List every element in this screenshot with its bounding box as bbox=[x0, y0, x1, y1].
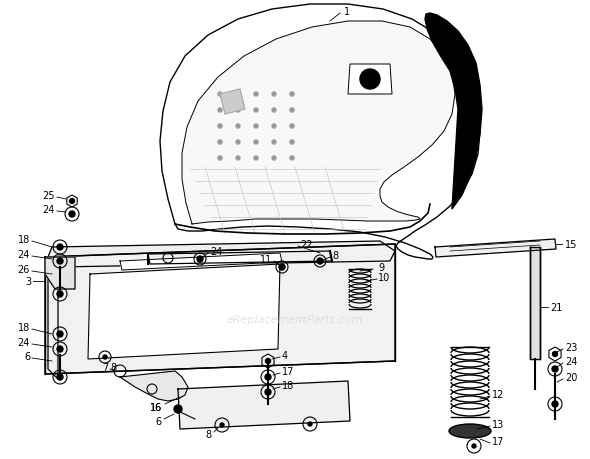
Text: 6: 6 bbox=[156, 416, 162, 426]
Circle shape bbox=[218, 157, 222, 161]
Text: 11: 11 bbox=[260, 254, 272, 264]
Text: 24: 24 bbox=[18, 249, 30, 259]
Circle shape bbox=[236, 157, 240, 161]
Circle shape bbox=[290, 125, 294, 129]
Circle shape bbox=[218, 141, 222, 145]
Polygon shape bbox=[435, 240, 556, 257]
Circle shape bbox=[254, 93, 258, 97]
Polygon shape bbox=[45, 257, 75, 289]
Circle shape bbox=[552, 366, 558, 372]
Circle shape bbox=[272, 141, 276, 145]
Polygon shape bbox=[530, 247, 540, 359]
Polygon shape bbox=[160, 5, 480, 259]
Circle shape bbox=[218, 125, 222, 129]
Text: 13: 13 bbox=[492, 419, 504, 429]
Polygon shape bbox=[425, 14, 482, 210]
Text: 15: 15 bbox=[565, 240, 578, 249]
Circle shape bbox=[218, 109, 222, 113]
Circle shape bbox=[174, 405, 182, 413]
Circle shape bbox=[57, 258, 63, 264]
Circle shape bbox=[272, 109, 276, 113]
Text: 8: 8 bbox=[206, 429, 212, 439]
Circle shape bbox=[103, 355, 107, 359]
Text: 6: 6 bbox=[24, 351, 30, 361]
Text: 17: 17 bbox=[492, 436, 504, 446]
Polygon shape bbox=[348, 65, 392, 95]
Circle shape bbox=[266, 359, 270, 364]
Circle shape bbox=[70, 199, 74, 204]
Circle shape bbox=[317, 258, 323, 264]
Polygon shape bbox=[88, 264, 280, 359]
Text: 24: 24 bbox=[565, 356, 578, 366]
Circle shape bbox=[236, 141, 240, 145]
Text: 9: 9 bbox=[378, 263, 384, 272]
Text: 4: 4 bbox=[282, 350, 288, 360]
Text: 24: 24 bbox=[42, 205, 55, 214]
Circle shape bbox=[197, 257, 203, 263]
Text: 21: 21 bbox=[550, 302, 562, 312]
Text: 12: 12 bbox=[492, 389, 504, 399]
Circle shape bbox=[272, 125, 276, 129]
Ellipse shape bbox=[449, 424, 491, 438]
Circle shape bbox=[290, 157, 294, 161]
Polygon shape bbox=[120, 371, 188, 401]
Circle shape bbox=[57, 245, 63, 251]
Polygon shape bbox=[48, 241, 395, 268]
Circle shape bbox=[308, 422, 312, 426]
Text: 22: 22 bbox=[300, 240, 313, 249]
Circle shape bbox=[290, 93, 294, 97]
Text: 17: 17 bbox=[282, 366, 294, 376]
Polygon shape bbox=[48, 257, 58, 379]
Circle shape bbox=[254, 141, 258, 145]
Text: 1: 1 bbox=[344, 7, 350, 17]
Text: 8: 8 bbox=[332, 251, 338, 260]
Text: 8: 8 bbox=[110, 362, 116, 372]
Polygon shape bbox=[120, 253, 282, 270]
Text: 18: 18 bbox=[18, 322, 30, 332]
Circle shape bbox=[57, 331, 63, 337]
Polygon shape bbox=[182, 22, 455, 224]
Text: 16: 16 bbox=[150, 402, 162, 412]
Circle shape bbox=[57, 346, 63, 352]
Circle shape bbox=[290, 141, 294, 145]
Text: 20: 20 bbox=[565, 372, 578, 382]
Text: eReplacementParts.com: eReplacementParts.com bbox=[227, 314, 363, 325]
Circle shape bbox=[236, 109, 240, 113]
Polygon shape bbox=[220, 90, 245, 115]
Text: 16: 16 bbox=[150, 402, 162, 412]
Text: 10: 10 bbox=[378, 272, 390, 282]
Text: 23: 23 bbox=[565, 342, 578, 352]
Circle shape bbox=[254, 125, 258, 129]
Text: 24: 24 bbox=[18, 337, 30, 347]
Circle shape bbox=[360, 70, 380, 90]
Circle shape bbox=[220, 423, 224, 427]
Text: 25: 25 bbox=[42, 190, 55, 201]
Circle shape bbox=[254, 157, 258, 161]
Text: 7: 7 bbox=[101, 362, 108, 372]
Circle shape bbox=[236, 93, 240, 97]
Polygon shape bbox=[148, 252, 332, 264]
Circle shape bbox=[254, 109, 258, 113]
Circle shape bbox=[57, 374, 63, 380]
Circle shape bbox=[272, 157, 276, 161]
Text: 24: 24 bbox=[210, 246, 222, 257]
Polygon shape bbox=[45, 245, 395, 374]
Circle shape bbox=[236, 125, 240, 129]
Circle shape bbox=[472, 444, 476, 448]
Circle shape bbox=[279, 264, 285, 270]
Circle shape bbox=[265, 389, 271, 395]
Circle shape bbox=[57, 291, 63, 297]
Text: 3: 3 bbox=[25, 276, 31, 286]
Circle shape bbox=[552, 352, 558, 357]
Text: 18: 18 bbox=[18, 235, 30, 245]
Circle shape bbox=[265, 374, 271, 380]
Text: 18: 18 bbox=[282, 380, 294, 390]
Text: 26: 26 bbox=[18, 264, 30, 274]
Circle shape bbox=[552, 401, 558, 407]
Circle shape bbox=[290, 109, 294, 113]
Circle shape bbox=[272, 93, 276, 97]
Circle shape bbox=[69, 212, 75, 218]
Polygon shape bbox=[178, 381, 350, 429]
Circle shape bbox=[218, 93, 222, 97]
